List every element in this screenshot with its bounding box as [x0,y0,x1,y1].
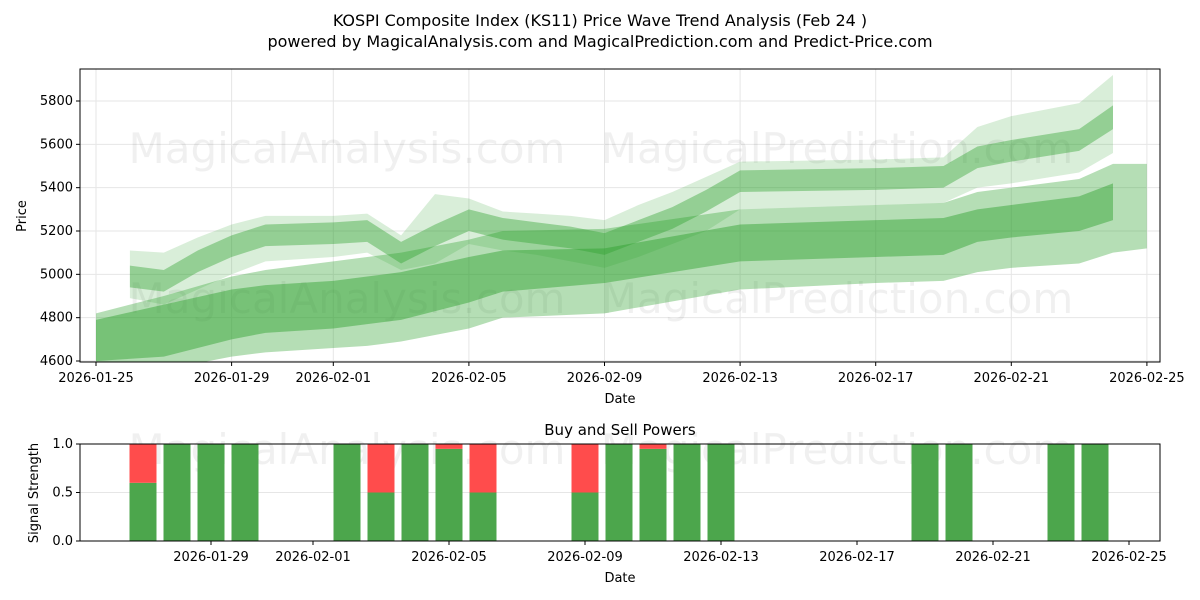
sell-bar [129,444,157,483]
y-tick-label: 0.0 [52,534,73,549]
x-tick-label: 2026-02-13 [702,371,778,386]
sell-bar [469,444,497,493]
watermark: MagicalPrediction.com [601,274,1074,323]
x-tick-label: 2026-01-29 [194,371,270,386]
watermark: MagicalPrediction.com [601,124,1074,173]
x-tick-label: 2026-02-21 [955,550,1031,565]
bottom-y-label: Signal Strength [27,443,42,543]
x-tick-label: 2026-01-29 [173,550,249,565]
y-tick-label: 4600 [40,354,73,369]
buy-bar [333,444,361,541]
plot-frame [79,68,1161,363]
buy-bar [707,444,735,541]
buy-bar [231,444,259,541]
top-y-label: Price [15,200,30,232]
buy-bar [401,444,429,541]
buy-bar [435,448,463,541]
price-bands [96,75,1147,362]
x-tick-label: 2026-02-05 [411,550,487,565]
y-tick-label: 5000 [40,267,73,282]
x-tick-label: 2026-02-17 [838,371,914,386]
buy-bar [469,492,497,541]
x-tick-label: 2026-02-13 [683,550,759,565]
watermark: MagicalPrediction.com [601,425,1074,474]
watermark: MagicalAnalysis.com [129,274,566,323]
buy-bar [1081,444,1109,541]
buy-bar [673,444,701,541]
y-tick-label: 5200 [40,224,73,239]
buy-bar [1047,444,1075,541]
buy-bar [367,492,395,541]
y-tick-label: 5600 [40,137,73,152]
x-tick-label: 2026-02-01 [275,550,351,565]
watermark: MagicalAnalysis.com [129,124,566,173]
chart-title: KOSPI Composite Index (KS11) Price Wave … [333,11,867,30]
y-tick-label: 0.5 [52,486,73,501]
x-tick-label: 2026-02-17 [819,550,895,565]
bottom-title: Buy and Sell Powers [544,421,696,439]
chart-subtitle: powered by MagicalAnalysis.com and Magic… [267,32,932,51]
x-tick-label: 2026-02-09 [547,550,623,565]
sell-bar [367,444,395,493]
x-tick-label: 2026-02-01 [296,371,372,386]
y-tick-label: 5800 [40,94,73,109]
buy-bar [129,482,157,541]
buy-bar [197,444,225,541]
band-lower-wave-inner [96,183,1113,361]
plot-frame [79,443,1161,542]
buy-bar [605,444,633,541]
band-upper-wave-inner [129,105,1113,292]
sell-bar [571,444,599,493]
bottom-x-label: Date [604,571,635,586]
buy-bar [945,444,973,541]
x-tick-label: 2026-02-25 [1091,550,1167,565]
sell-bar [639,444,667,449]
band-upper-wave-outer [129,75,1113,305]
buy-bar [639,448,667,541]
buy-bar [163,444,191,541]
x-tick-label: 2026-01-25 [58,371,134,386]
buy-bar [571,492,599,541]
x-tick-label: 2026-02-05 [431,371,507,386]
y-tick-label: 5400 [40,181,73,196]
y-tick-label: 1.0 [52,437,73,452]
x-tick-label: 2026-02-25 [1109,371,1185,386]
signal-chart: 0.0 0.5 1.0 2026-01-29 2026-02-01 2026-02-05 2… [52,425,1166,565]
x-tick-label: 2026-02-21 [974,371,1050,386]
price-chart: 2026-01-25 2026-01-29 2026-02-01 2026-02-05… [40,68,1185,386]
y-tick-label: 4800 [40,311,73,326]
x-tick-label: 2026-02-09 [567,371,643,386]
sell-bar [435,444,463,449]
band-lower-wave-outer [96,163,1147,362]
top-x-label: Date [604,392,635,407]
buy-bar [911,444,939,541]
